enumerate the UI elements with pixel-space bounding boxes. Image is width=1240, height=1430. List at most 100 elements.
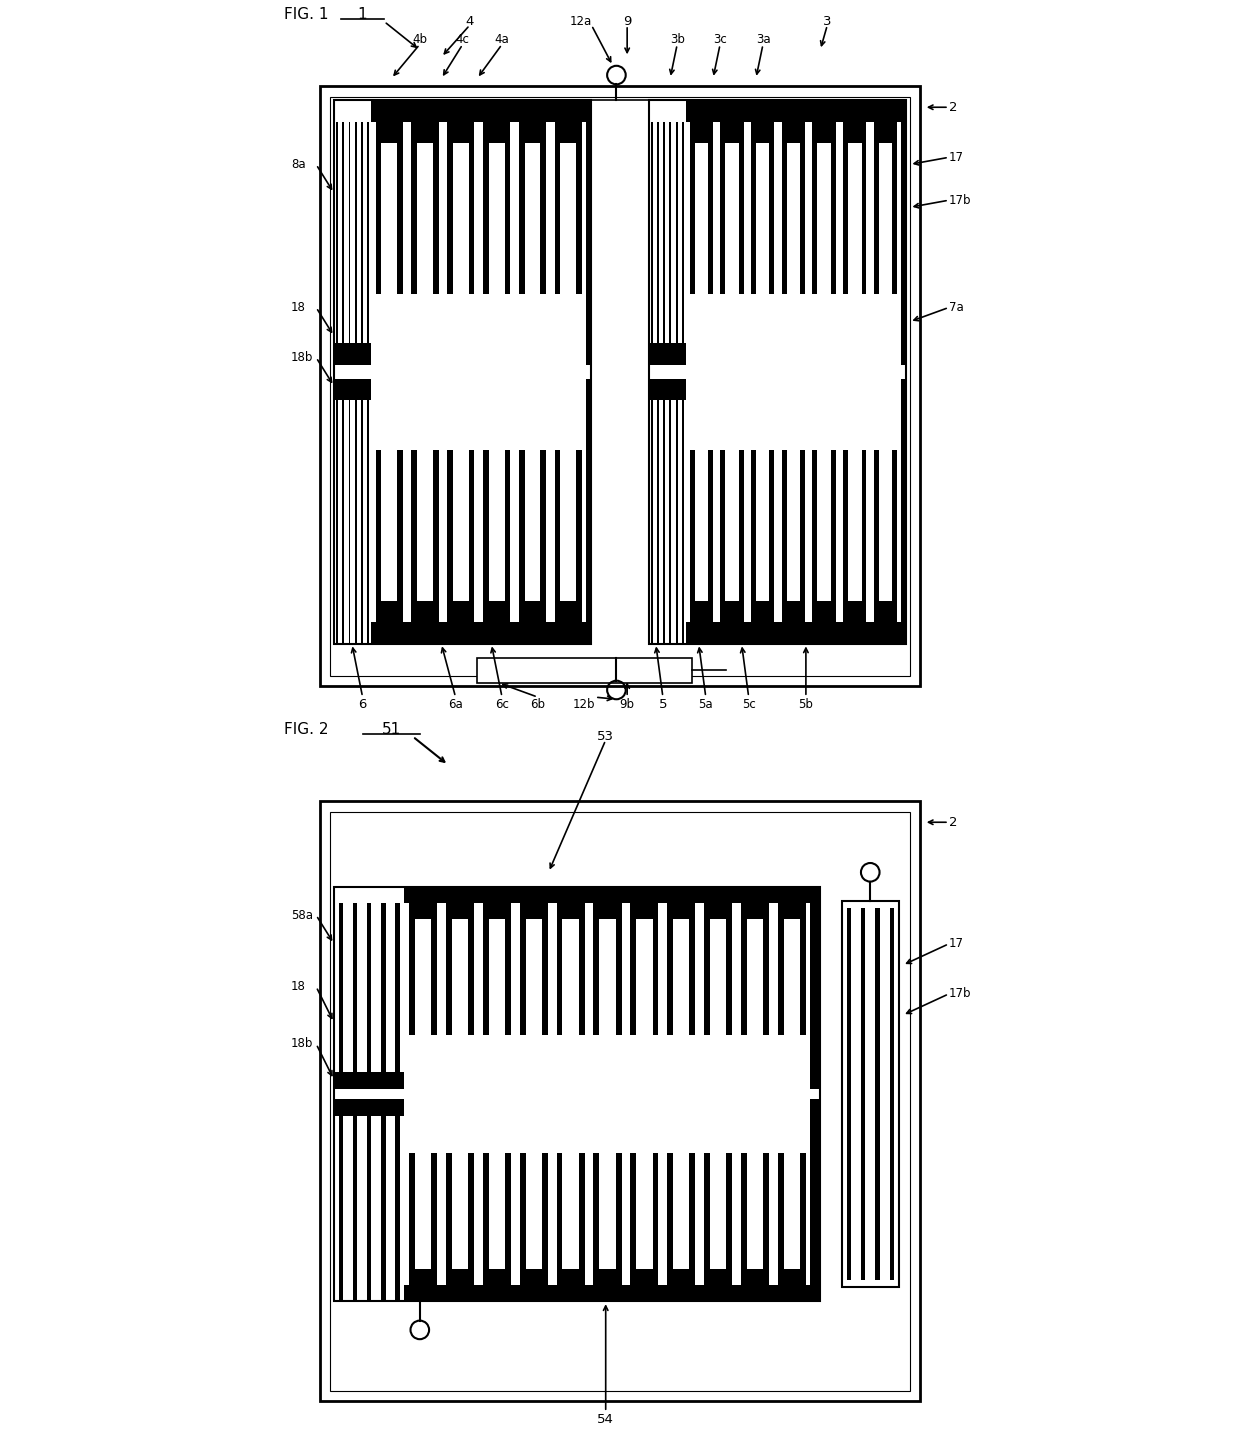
Bar [667,1268,696,1284]
Bar [404,887,820,904]
Bar [800,1154,806,1268]
Bar [689,449,694,601]
Bar [433,449,439,601]
Bar [812,601,836,622]
Bar [484,449,489,601]
Bar [518,601,546,622]
Bar [682,400,683,644]
Bar [334,1072,404,1088]
Bar [446,1268,474,1284]
Bar [505,449,511,601]
Bar [742,1154,746,1268]
Bar [689,601,713,622]
Bar [811,887,820,1088]
Bar [689,919,696,1034]
Text: 6: 6 [358,698,367,711]
Bar [874,449,879,601]
Bar [682,122,683,365]
Bar [579,1154,584,1268]
Text: 1: 1 [358,7,367,21]
Text: 3: 3 [823,14,832,29]
Bar [432,919,436,1034]
Bar [334,1100,404,1115]
Bar [396,904,399,1088]
Bar [594,1154,599,1268]
Bar [433,143,439,295]
Text: 7a: 7a [949,300,963,315]
Bar [652,919,658,1034]
Text: 3c: 3c [713,33,727,46]
Bar [667,919,673,1034]
Text: 54: 54 [598,1413,614,1426]
Bar [320,801,920,1401]
Bar [334,343,371,365]
Bar [557,904,584,919]
Text: 5: 5 [658,698,667,711]
Text: 4c: 4c [456,33,470,46]
Text: FIG. 1: FIG. 1 [284,7,329,21]
Bar [720,601,744,622]
Bar [777,1154,784,1268]
Bar [446,904,474,919]
Bar [396,1115,399,1301]
Bar [751,122,774,143]
Bar [467,919,474,1034]
Text: 17b: 17b [949,193,971,207]
Bar [630,919,636,1034]
Bar [842,901,899,1287]
Bar [376,122,403,143]
Bar [847,908,851,1280]
Bar [577,143,582,295]
Bar [334,100,591,644]
Bar [649,343,686,365]
Bar [874,143,879,295]
Bar [477,658,692,684]
Bar [874,122,898,143]
Text: 2: 2 [949,100,957,114]
Bar [484,122,511,143]
Bar [764,919,769,1034]
Bar [615,919,621,1034]
Bar [367,904,372,1088]
Text: FIG. 2: FIG. 2 [284,722,329,736]
Bar [339,904,343,1088]
Bar [367,1115,372,1301]
Bar [720,143,725,295]
Bar [704,919,711,1034]
Bar [320,86,920,686]
Bar [777,1268,806,1284]
Bar [446,919,451,1034]
Bar [689,143,694,295]
Bar [541,143,546,295]
Text: 18b: 18b [291,350,314,365]
Bar [667,904,696,919]
Bar [484,601,511,622]
Bar [482,904,511,919]
Bar [577,449,582,601]
Text: 6a: 6a [448,698,463,711]
Bar [594,919,599,1034]
Bar [448,122,475,143]
Text: 9: 9 [622,14,631,29]
Bar [505,1154,511,1268]
Bar [348,122,351,365]
Bar [554,449,560,601]
Bar [630,1268,658,1284]
Bar [404,1284,820,1301]
Bar [862,449,867,601]
Bar [875,908,879,1280]
Bar [371,100,591,122]
Bar [361,400,363,644]
Bar [367,400,370,644]
Bar [686,622,906,644]
Bar [339,1115,343,1301]
Bar [412,122,439,143]
Bar [520,1154,526,1268]
Bar [579,919,584,1034]
Bar [764,1154,769,1268]
Bar [482,919,489,1034]
Bar [541,449,546,601]
Text: 18: 18 [291,300,306,315]
Bar [467,1154,474,1268]
Bar [409,904,436,919]
